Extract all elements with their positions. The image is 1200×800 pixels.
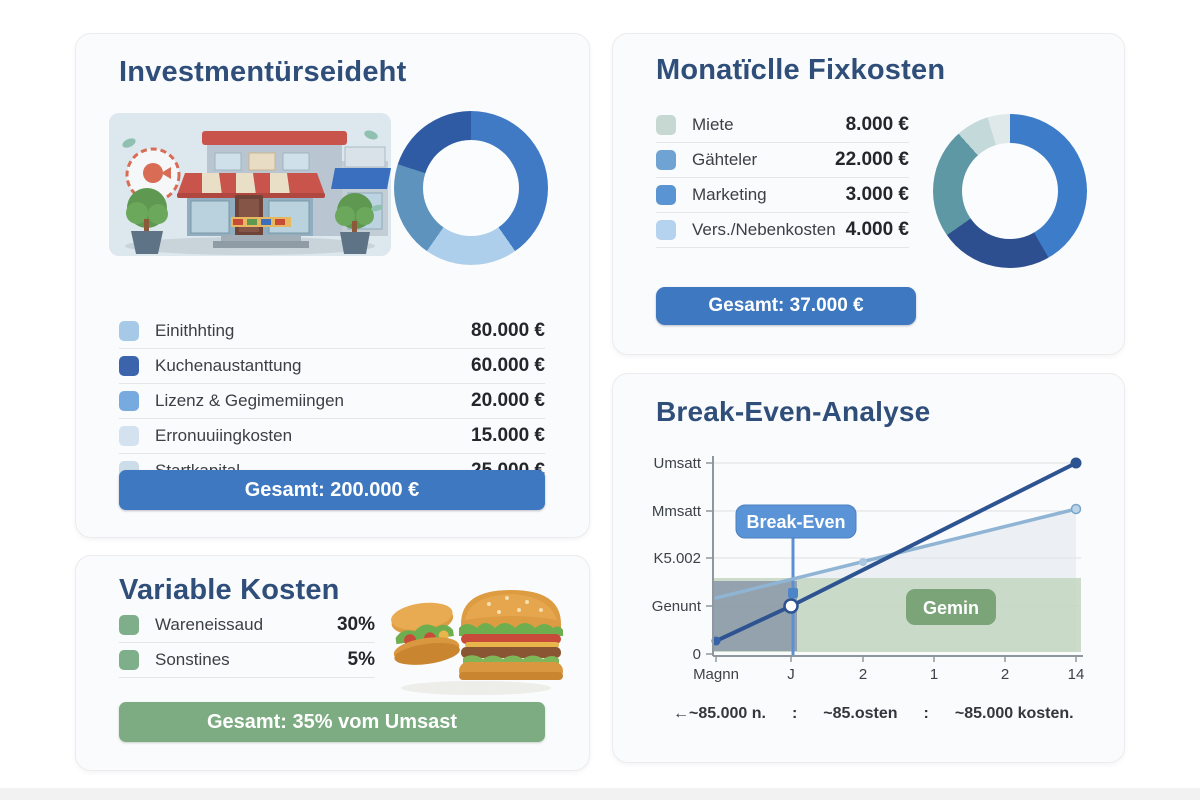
legend-label: Erronuuiingkosten — [155, 426, 293, 445]
legend-swatch — [119, 356, 139, 376]
gewinn-annotation-label: Gemin — [923, 598, 979, 618]
legend-value: 3.000 € — [845, 184, 909, 205]
caption-item: ~85.000 kosten. — [954, 705, 1074, 722]
legend-swatch — [119, 615, 139, 635]
legend-label: Gähteler — [692, 150, 758, 169]
variable-kosten-title: Variable Kosten — [119, 574, 340, 606]
fixkosten-legend: Miete 8.000 € Gähteler 22.000 € Marketin… — [656, 108, 909, 248]
legend-row: Erronuuiingkosten 15.000 € — [119, 419, 545, 454]
x-tick-label: 2 — [859, 666, 867, 683]
y-tick-label: K5.002 — [653, 550, 701, 567]
gewinn-annotation: Gemin — [906, 589, 996, 625]
fixkosten-title: Monatïclle Fixkosten — [656, 54, 946, 86]
storefront-illustration — [109, 113, 391, 256]
investment-card-title: Investmentürseideht — [119, 56, 407, 88]
breakeven-line-chart: Umsatt Mmsatt K5.002 Genunt 0 Magnn J 2 … — [652, 455, 1085, 683]
x-tick-label: J — [787, 666, 795, 683]
legend-swatch — [119, 426, 139, 446]
legend-row: Kuchenaustanttung 60.000 € — [119, 349, 545, 384]
legend-label: Lizenz & Gegimemiingen — [155, 391, 344, 410]
legend-swatch — [119, 391, 139, 411]
breakeven-annotation-label: Break-Even — [746, 512, 845, 532]
caption-separator: : — [923, 705, 929, 722]
y-tick-label: 0 — [693, 646, 701, 663]
legend-row: Sonstines 5% — [119, 643, 375, 678]
legend-value: 8.000 € — [845, 114, 909, 135]
legend-row: Vers./Nebenkosten 4.000 € — [656, 213, 909, 248]
breakeven-card: Break-Even-Analyse — [612, 373, 1125, 763]
variable-kosten-card: Variable Kosten Wareneissaud 30% Sonstin… — [75, 555, 590, 771]
investment-total-banner: Gesamt: 200.000 € — [119, 470, 545, 510]
legend-swatch — [656, 185, 676, 205]
breakeven-annotation: Break-Even — [735, 504, 857, 539]
legend-label: Wareneissaud — [155, 615, 264, 634]
legend-label: Kuchenaustanttung — [155, 356, 302, 375]
legend-swatch — [656, 115, 676, 135]
burger-illustration — [391, 590, 563, 695]
caption-item: ~85.osten — [823, 705, 898, 722]
legend-row: Einithhting 80.000 € — [119, 314, 545, 349]
legend-swatch — [119, 650, 139, 670]
legend-value: 20.000 € — [471, 390, 545, 411]
y-tick-label: Mmsatt — [652, 503, 702, 520]
cost-line-end-dot — [1070, 503, 1082, 515]
variable-total-banner: Gesamt: 35% vom Umsast — [119, 702, 545, 742]
revenue-line-end-dot — [1070, 457, 1082, 469]
legend-value: 4.000 € — [845, 219, 909, 240]
legend-swatch — [656, 220, 676, 240]
y-tick-label: Umsatt — [653, 455, 701, 472]
x-tick-label: Magnn — [693, 666, 739, 683]
y-tick-label: Genunt — [652, 598, 702, 615]
variable-kosten-legend: Wareneissaud 30% Sonstines 5% — [119, 608, 375, 678]
legend-value: 30% — [336, 614, 375, 635]
legend-value: 5% — [347, 649, 375, 670]
breakeven-title: Break-Even-Analyse — [656, 396, 931, 427]
x-tick-label: 2 — [1001, 666, 1009, 683]
legend-label: Miete — [692, 115, 734, 134]
caption-separator: : — [791, 705, 798, 722]
fixkosten-donut-chart — [933, 114, 1087, 268]
legend-label: Vers./Nebenkosten — [692, 220, 836, 239]
legend-value: 80.000 € — [471, 320, 545, 341]
caption-item: ←~85.000 n. — [673, 705, 766, 722]
legend-label: Marketing — [692, 185, 767, 204]
legend-label: Sonstines — [155, 650, 230, 669]
legend-row: Lizenz & Gegimemiingen 20.000 € — [119, 384, 545, 419]
legend-swatch — [656, 150, 676, 170]
loss-slate-rect — [714, 581, 797, 651]
cost-line-dot — [859, 558, 867, 566]
legend-swatch — [119, 321, 139, 341]
legend-row: Gähteler 22.000 € — [656, 143, 909, 178]
legend-value: 60.000 € — [471, 355, 545, 376]
fixkosten-total-banner: Gesamt: 37.000 € — [656, 287, 916, 325]
legend-row: Miete 8.000 € — [656, 108, 909, 143]
fixkosten-card: Monatïclle Fixkosten Miete 8.000 € Gähte… — [612, 33, 1125, 355]
investment-card: Investmentürseideht — [75, 33, 590, 538]
x-tick-label: 14 — [1068, 666, 1085, 683]
legend-row: Marketing 3.000 € — [656, 178, 909, 213]
investment-legend: Einithhting 80.000 € Kuchenaustanttung 6… — [119, 314, 545, 489]
breakeven-caption-row: ←~85.000 n. : ~85.osten : ~85.000 kosten… — [673, 705, 1074, 723]
x-tick-label: 1 — [930, 666, 938, 683]
investment-donut-chart — [394, 111, 548, 265]
legend-value: 15.000 € — [471, 425, 545, 446]
legend-row: Wareneissaud 30% — [119, 608, 375, 643]
breakeven-line-marker — [788, 588, 798, 598]
legend-label: Einithhting — [155, 321, 235, 340]
breakeven-point-dot — [783, 598, 799, 614]
legend-value: 22.000 € — [835, 149, 909, 170]
